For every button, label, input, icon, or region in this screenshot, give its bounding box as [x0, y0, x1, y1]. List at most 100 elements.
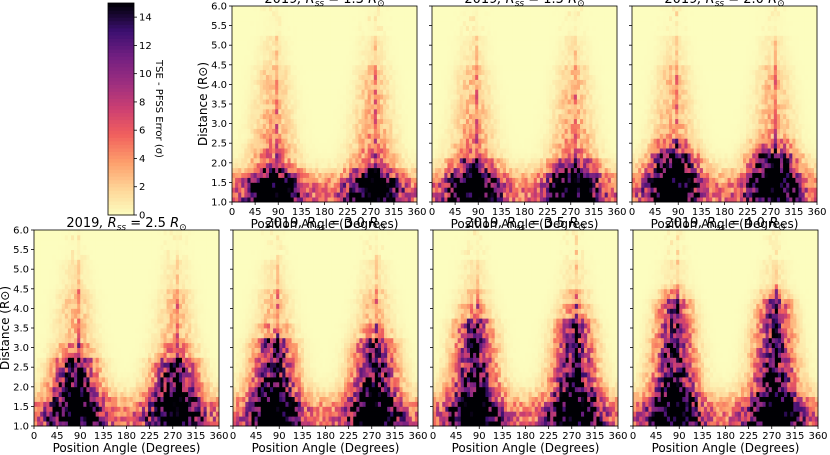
heatmap-cell	[536, 128, 541, 134]
heatmap-cell	[435, 84, 439, 90]
heatmap-cell	[527, 40, 532, 46]
heatmap-cell	[373, 108, 378, 115]
heatmap-cell	[459, 59, 464, 66]
heatmap-cell	[607, 45, 612, 51]
heatmap-cell	[580, 153, 584, 159]
heatmap-cell	[441, 99, 445, 105]
heatmap-cell	[518, 162, 522, 169]
heatmap-cell	[333, 84, 338, 90]
heatmap-cell	[386, 15, 390, 22]
heatmap-cell	[327, 172, 332, 178]
heatmap-cell	[490, 128, 495, 134]
heatmap-cell	[527, 79, 532, 85]
heatmap-cell	[312, 89, 316, 95]
heatmap-cell	[386, 133, 390, 139]
heatmap-cell	[533, 123, 538, 129]
heatmap-cell	[573, 197, 578, 203]
heatmap-cell	[530, 148, 535, 154]
heatmap-cell	[453, 10, 458, 17]
heatmap-cell	[595, 182, 599, 188]
heatmap-cell	[496, 133, 501, 139]
heatmap-cell	[290, 133, 295, 139]
heatmap-cell	[478, 157, 482, 164]
heatmap-cell	[238, 128, 242, 134]
heatmap-cell	[506, 89, 510, 95]
heatmap-cell	[383, 20, 387, 26]
heatmap-cell	[389, 182, 393, 188]
heatmap-cell	[330, 162, 335, 169]
heatmap-cell	[401, 133, 406, 139]
heatmap-cell	[512, 128, 516, 134]
heatmap-cell	[561, 20, 565, 26]
heatmap-cell	[496, 6, 501, 12]
heatmap-cell	[241, 143, 245, 149]
heatmap-cell	[361, 192, 365, 198]
heatmap-cell	[232, 153, 236, 159]
heatmap-cell	[552, 157, 556, 164]
heatmap-cell	[373, 69, 378, 75]
heatmap-cell	[527, 128, 532, 134]
heatmap-cell	[459, 138, 464, 144]
heatmap-cell	[361, 84, 365, 90]
heatmap-cell	[389, 143, 393, 149]
heatmap-cell	[441, 177, 445, 183]
heatmap-cell	[561, 84, 565, 90]
heatmap-cell	[352, 138, 356, 144]
heatmap-cell	[299, 153, 304, 159]
heatmap-cell	[589, 84, 593, 90]
heatmap-cell	[459, 192, 464, 198]
heatmap-cell	[435, 118, 439, 124]
heatmap-cell	[561, 192, 565, 198]
heatmap-cell	[370, 118, 375, 124]
heatmap-cell	[570, 192, 575, 198]
heatmap-cell	[336, 187, 341, 193]
heatmap-cell	[272, 89, 276, 95]
heatmap-cell	[302, 148, 307, 154]
heatmap-cell	[610, 84, 615, 90]
heatmap-cell	[265, 118, 270, 124]
heatmap-cell	[410, 25, 415, 31]
heatmap-cell	[352, 172, 356, 178]
heatmap-cell	[613, 45, 618, 51]
heatmap-cell	[321, 123, 325, 129]
heatmap-cell	[447, 197, 451, 203]
heatmap-cell	[364, 187, 369, 193]
heatmap-cell	[346, 187, 350, 193]
heatmap-cell	[296, 30, 301, 36]
heatmap-cell	[512, 30, 516, 36]
heatmap-cell	[370, 192, 375, 198]
heatmap-cell	[527, 167, 532, 173]
heatmap-cell	[349, 153, 353, 159]
heatmap-cell	[552, 25, 556, 31]
heatmap-cell	[447, 187, 451, 193]
heatmap-cell	[432, 99, 436, 105]
heatmap-cell	[589, 89, 593, 95]
heatmap-cell	[244, 50, 248, 56]
heatmap-cell	[293, 133, 298, 139]
heatmap-cell	[496, 162, 501, 169]
heatmap-cell	[339, 192, 344, 198]
heatmap-cell	[549, 25, 553, 31]
heatmap-cell	[355, 118, 359, 124]
heatmap-cell	[515, 162, 519, 169]
heatmap-cell	[669, 197, 673, 203]
heatmap-cell	[586, 89, 590, 95]
heatmap-cell	[244, 167, 248, 173]
heatmap-cell	[275, 84, 279, 90]
heatmap-cell	[364, 94, 369, 100]
heatmap-cell	[515, 30, 519, 36]
heatmap-cell	[465, 148, 470, 154]
heatmap-cell	[330, 69, 335, 75]
colorbar-segment	[108, 197, 134, 202]
heatmap-cell	[586, 64, 590, 71]
heatmap-cell	[238, 69, 242, 75]
heatmap-cell	[530, 84, 535, 90]
heatmap-cell	[604, 99, 609, 105]
heatmap-cell	[549, 45, 553, 51]
heatmap-cell	[361, 6, 365, 12]
heatmap-cell	[613, 108, 618, 115]
heatmap-cell	[583, 89, 587, 95]
heatmap-cell	[546, 118, 550, 124]
heatmap-cell	[601, 104, 606, 110]
heatmap-cell	[380, 138, 384, 144]
